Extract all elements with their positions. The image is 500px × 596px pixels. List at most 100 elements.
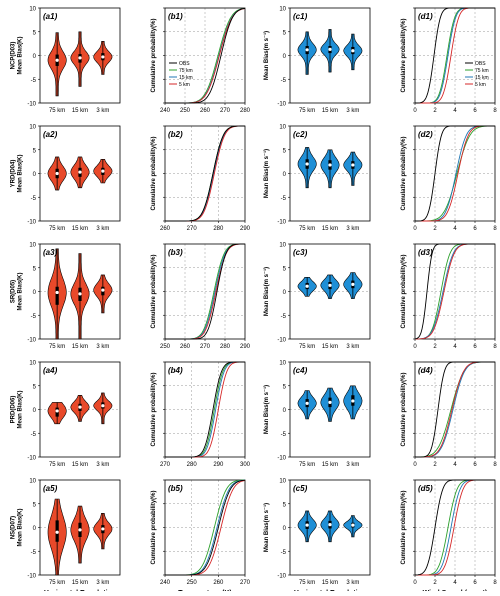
violin-median	[101, 288, 105, 292]
y-tick-label: 10	[29, 243, 36, 249]
cdf-obs-line	[415, 125, 495, 222]
x-tick-label: 8	[493, 462, 497, 468]
x-tick-label: 15 km	[322, 108, 338, 114]
y-axis-label: Cumulative probability(%)	[401, 18, 407, 92]
x-tick-label: 280	[213, 226, 224, 232]
x-tick-label: 240	[160, 580, 171, 586]
x-tick-label: 75 km	[49, 344, 65, 350]
y-axis-label: Mean Bias(m s⁻¹)	[263, 503, 270, 552]
y-tick-label: 10	[29, 7, 36, 13]
violin-median	[78, 528, 82, 532]
y-tick-label: -10	[27, 102, 36, 108]
x-tick-label: 75 km	[299, 226, 315, 232]
violin-panel: -10 -5 0 5 10 75 km 15 km 3 km (c2) Mean Bias(m s…	[263, 125, 371, 232]
y-tick-label: 0	[33, 54, 37, 60]
legend-label: OBS	[179, 61, 190, 67]
panel-label: (a1)	[43, 12, 58, 21]
cdf-obs-line	[165, 479, 246, 576]
violin-median	[351, 163, 355, 167]
violin-median	[78, 170, 82, 174]
x-tick-label: 240	[160, 108, 171, 114]
y-axis-label: Cumulative probability(%)	[401, 254, 407, 328]
violin-median	[101, 55, 105, 59]
panel-label: (d5)	[418, 484, 433, 493]
violin-median	[351, 523, 355, 527]
x-tick-label: 6	[473, 580, 477, 586]
violin-median	[55, 58, 59, 62]
y-tick-label: 0	[33, 526, 37, 532]
violin-median	[351, 399, 355, 403]
violin-panel: -10 -5 0 5 10 75 km 15 km 3 km (c3) Mean Bias(m s…	[263, 243, 371, 350]
x-tick-label: 0	[413, 344, 417, 350]
violin-median	[328, 400, 332, 404]
y-tick-label: -5	[31, 314, 37, 320]
y-tick-label: 5	[283, 266, 287, 272]
y-tick-label: -10	[277, 338, 286, 344]
x-tick-label: 3 km	[96, 108, 109, 114]
x-tick-label: 2	[433, 462, 437, 468]
x-tick-label: 0	[413, 580, 417, 586]
panel-label: (b1)	[168, 12, 183, 21]
panel-label: (c3)	[293, 248, 308, 257]
violin-median	[101, 404, 105, 408]
x-tick-label: 270	[240, 580, 251, 586]
legend-label: OBS	[475, 61, 486, 67]
y-tick-label: 5	[283, 30, 287, 36]
y-tick-label: -10	[277, 574, 286, 580]
violin-median	[351, 49, 355, 53]
y-axis-label: NCP(D03)	[11, 42, 17, 70]
x-tick-label: 290	[240, 344, 251, 350]
y-tick-label: -10	[277, 456, 286, 462]
x-tick-label: 280	[187, 462, 198, 468]
x-tick-label: 75 km	[49, 580, 65, 586]
cdf-panel: 250 260 270 280 290 (b3) Cumulative probabilit…	[151, 243, 251, 350]
panel-label: (c1)	[293, 12, 308, 21]
panel-label: (a3)	[43, 248, 58, 257]
cdf-obs-line	[415, 361, 495, 458]
y-tick-label: 0	[283, 290, 287, 296]
y-tick-label: 10	[29, 361, 36, 367]
x-tick-label: 0	[413, 108, 417, 114]
violin-box	[55, 286, 59, 305]
legend-label: 75 km	[475, 68, 489, 74]
x-tick-label: 290	[240, 226, 251, 232]
y-axis-label: Mean Bias(K)	[18, 36, 24, 74]
x-tick-label: 250	[160, 344, 171, 350]
x-tick-label: 260	[180, 344, 191, 350]
x-tick-label: 6	[473, 344, 477, 350]
cdf-obs-line	[415, 7, 495, 104]
panel-label: (b3)	[168, 248, 183, 257]
x-tick-label: 260	[200, 108, 211, 114]
x-tick-label: 75 km	[49, 108, 65, 114]
cdf-obs-line	[414, 243, 495, 340]
x-tick-label: 15 km	[322, 344, 338, 350]
x-tick-label: 2	[433, 580, 437, 586]
x-tick-label: 15 km	[72, 344, 88, 350]
y-axis-label: PRD(D06)	[11, 396, 17, 424]
x-tick-label: 6	[473, 462, 477, 468]
x-tick-label: 280	[240, 108, 251, 114]
violin-panel: -10 -5 0 5 10 75 km 15 km 3 km (a5) NS(D07) Mean B…	[11, 479, 121, 586]
y-tick-label: 0	[33, 408, 37, 414]
y-axis-label: Mean Bias(m s⁻¹)	[263, 149, 270, 198]
y-tick-label: 5	[283, 384, 287, 390]
violin-panel: -10 -5 0 5 10 75 km 15 km 3 km (c4) Mean Bias(m s…	[263, 361, 371, 468]
x-tick-label: 260	[160, 226, 171, 232]
legend-label: 15 km	[475, 75, 489, 81]
legend-label: 15 km	[179, 75, 193, 81]
x-tick-label: 15 km	[72, 580, 88, 586]
x-tick-label: 4	[453, 462, 457, 468]
y-axis-label: Cumulative probability(%)	[401, 372, 407, 446]
x-tick-label: 0	[413, 226, 417, 232]
y-axis-label: Cumulative probability(%)	[151, 254, 157, 328]
x-tick-label: 2	[433, 108, 437, 114]
legend-label: 5 km	[475, 82, 486, 88]
y-axis-label: SR(D05)	[11, 280, 17, 303]
x-tick-label: 15 km	[72, 226, 88, 232]
panel-label: (d1)	[418, 12, 433, 21]
panel-label: (c2)	[293, 130, 308, 139]
x-tick-label: 15 km	[72, 462, 88, 468]
x-tick-label: 6	[473, 108, 477, 114]
y-tick-label: 10	[279, 361, 286, 367]
